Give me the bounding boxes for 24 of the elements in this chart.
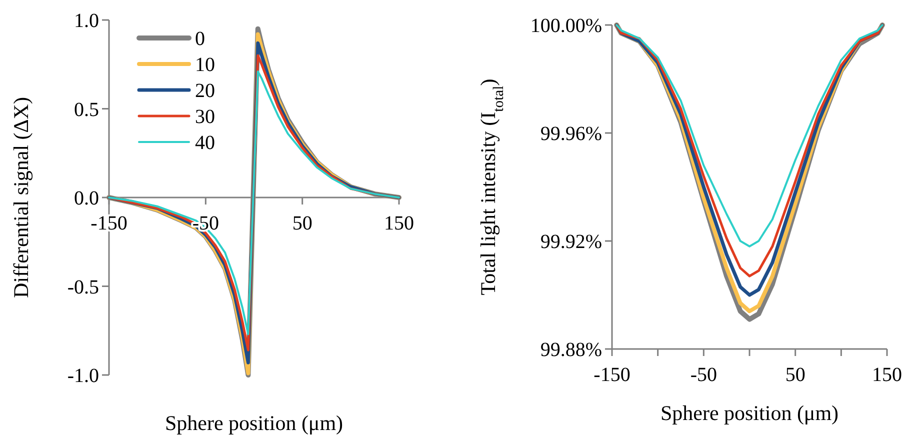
y-tick-label: 99.92% [540, 231, 602, 253]
x-axis-title: Sphere position (μm) [164, 411, 344, 435]
y-tick-label: 0.5 [74, 98, 99, 121]
x-tick-label: 50 [292, 212, 312, 234]
x-tick-label: 50 [785, 364, 806, 386]
legend-label: 20 [195, 80, 215, 102]
legend-label: 30 [195, 106, 215, 128]
y-tick-label: 99.96% [540, 123, 602, 145]
x-tick-label: 150 [872, 364, 902, 386]
x-tick-label: -50 [690, 364, 718, 386]
y-tick-label: -1.0 [67, 365, 99, 387]
x-axis-title: Sphere position (μm) [660, 401, 839, 425]
legend-label: 40 [195, 132, 215, 154]
y-tick-label: 100.00% [530, 15, 602, 37]
x-tick-label: -150 [90, 212, 128, 234]
x-tick-label: 150 [384, 212, 414, 234]
y-tick-label: 99.88% [540, 339, 602, 361]
x-tick-label: -150 [594, 364, 630, 386]
legend-label: 10 [195, 54, 215, 76]
y-tick-label: 0.0 [74, 188, 99, 210]
legend-label: 0 [195, 28, 205, 50]
y-tick-label: -0.5 [67, 276, 99, 298]
y-axis-title: Differential signal (ΔX) [9, 97, 33, 298]
y-tick-label: 1.0 [74, 10, 99, 32]
